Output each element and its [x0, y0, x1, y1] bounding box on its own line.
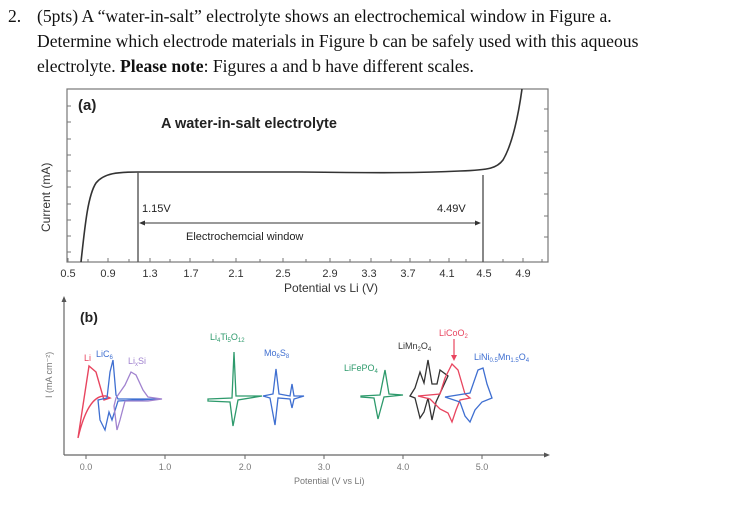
licoo2-arrow-icon: [451, 355, 457, 361]
upper-limit-label: 4.49V: [437, 203, 466, 215]
cv-lifepo4: [360, 369, 404, 420]
cv-li4ti5o12: [207, 351, 263, 427]
question-line-2: Determine which electrode materials in F…: [37, 31, 639, 51]
svg-text:1.7: 1.7: [183, 268, 198, 280]
figure-a-title: A water-in-salt electrolyte: [161, 116, 337, 132]
label-lixsi: LixSi: [128, 356, 146, 368]
label-limn2o4: LiMn2O4: [398, 341, 432, 353]
question-line-1: (5pts) A “water-in-salt” electrolyte sho…: [37, 6, 612, 26]
svg-text:1.0: 1.0: [159, 462, 172, 472]
label-licoo2: LiCoO2: [439, 328, 469, 340]
question-body: (5pts) A “water-in-salt” electrolyte sho…: [37, 4, 737, 79]
svg-text:0.5: 0.5: [60, 268, 75, 280]
label-li4ti5o12: Li4Ti5O12: [210, 332, 245, 344]
label-lifepo4: LiFePO4: [344, 363, 379, 375]
svg-text:0.9: 0.9: [100, 268, 115, 280]
figure-b-ylabel: I (mA cm⁻²): [44, 352, 54, 398]
figure-a-x-ticks: [67, 258, 543, 262]
figure-a-xlabel: Potential vs Li (V): [284, 281, 378, 295]
cv-lini05mn15o4: [444, 367, 493, 424]
figure-b-x-ticks: [85, 455, 483, 459]
label-lic6: LiC6: [96, 349, 114, 361]
svg-text:4.5: 4.5: [476, 268, 491, 280]
svg-text:2.9: 2.9: [322, 268, 337, 280]
svg-text:4.9: 4.9: [515, 268, 530, 280]
svg-text:5.0: 5.0: [476, 462, 489, 472]
cv-licoo2: [417, 362, 472, 424]
question-line-3: electrolyte. Please note: Figures a and …: [37, 56, 474, 76]
cv-li: [77, 364, 112, 439]
electrolyte-cv-curve: [80, 88, 523, 263]
figure-a-panel-label: (a): [78, 97, 96, 114]
svg-text:4.1: 4.1: [439, 268, 454, 280]
figure-a: (a) A water-in-salt electrolyte 1.15V 4.…: [39, 88, 549, 295]
label-mo6s8: Mo6S8: [264, 348, 290, 360]
label-lini05mn15o4: LiNi0.5Mn1.5O4: [474, 352, 530, 364]
svg-text:4.0: 4.0: [397, 462, 410, 472]
arrow-left-head-icon: [139, 220, 145, 226]
figure-a-frame: [66, 88, 549, 263]
y-axis-arrow-icon: [61, 296, 67, 302]
lower-limit-label: 1.15V: [142, 203, 171, 215]
figure-b-xlabel: Potential (V vs Li): [294, 476, 365, 486]
svg-text:2.0: 2.0: [239, 462, 252, 472]
window-label: Electrochemcial window: [186, 231, 303, 243]
svg-text:2.1: 2.1: [228, 268, 243, 280]
cv-lixsi: [113, 371, 163, 431]
svg-text:3.0: 3.0: [318, 462, 331, 472]
cv-limn2o4: [409, 359, 449, 421]
question-number: 2.: [8, 6, 22, 26]
svg-text:0.0: 0.0: [80, 462, 93, 472]
cv-mo6s8: [262, 368, 305, 426]
figure-b-x-tick-labels: 0.0 1.0 2.0 3.0 4.0 5.0: [80, 462, 489, 472]
material-labels: Li LiC6 LixSi Li4Ti5O12 Mo6S8 LiFePO4 Li…: [84, 328, 530, 375]
svg-text:3.7: 3.7: [400, 268, 415, 280]
figure-a-y-ticks: [67, 105, 548, 253]
label-li: Li: [84, 353, 91, 363]
svg-text:1.3: 1.3: [142, 268, 157, 280]
figure-a-ylabel: Current (mA): [39, 163, 53, 232]
svg-text:3.3: 3.3: [361, 268, 376, 280]
x-axis-arrow-icon: [544, 452, 550, 458]
arrow-right-head-icon: [475, 220, 481, 226]
svg-text:2.5: 2.5: [275, 268, 290, 280]
note-emphasis: Please note: [120, 56, 204, 76]
figure-b-panel-label: (b): [80, 309, 98, 325]
cv-lic6: [97, 359, 161, 432]
figure-a-x-tick-labels: 0.5 0.9 1.3 1.7 2.1 2.5 2.9 3.3 3.7 4.1 …: [60, 268, 530, 280]
